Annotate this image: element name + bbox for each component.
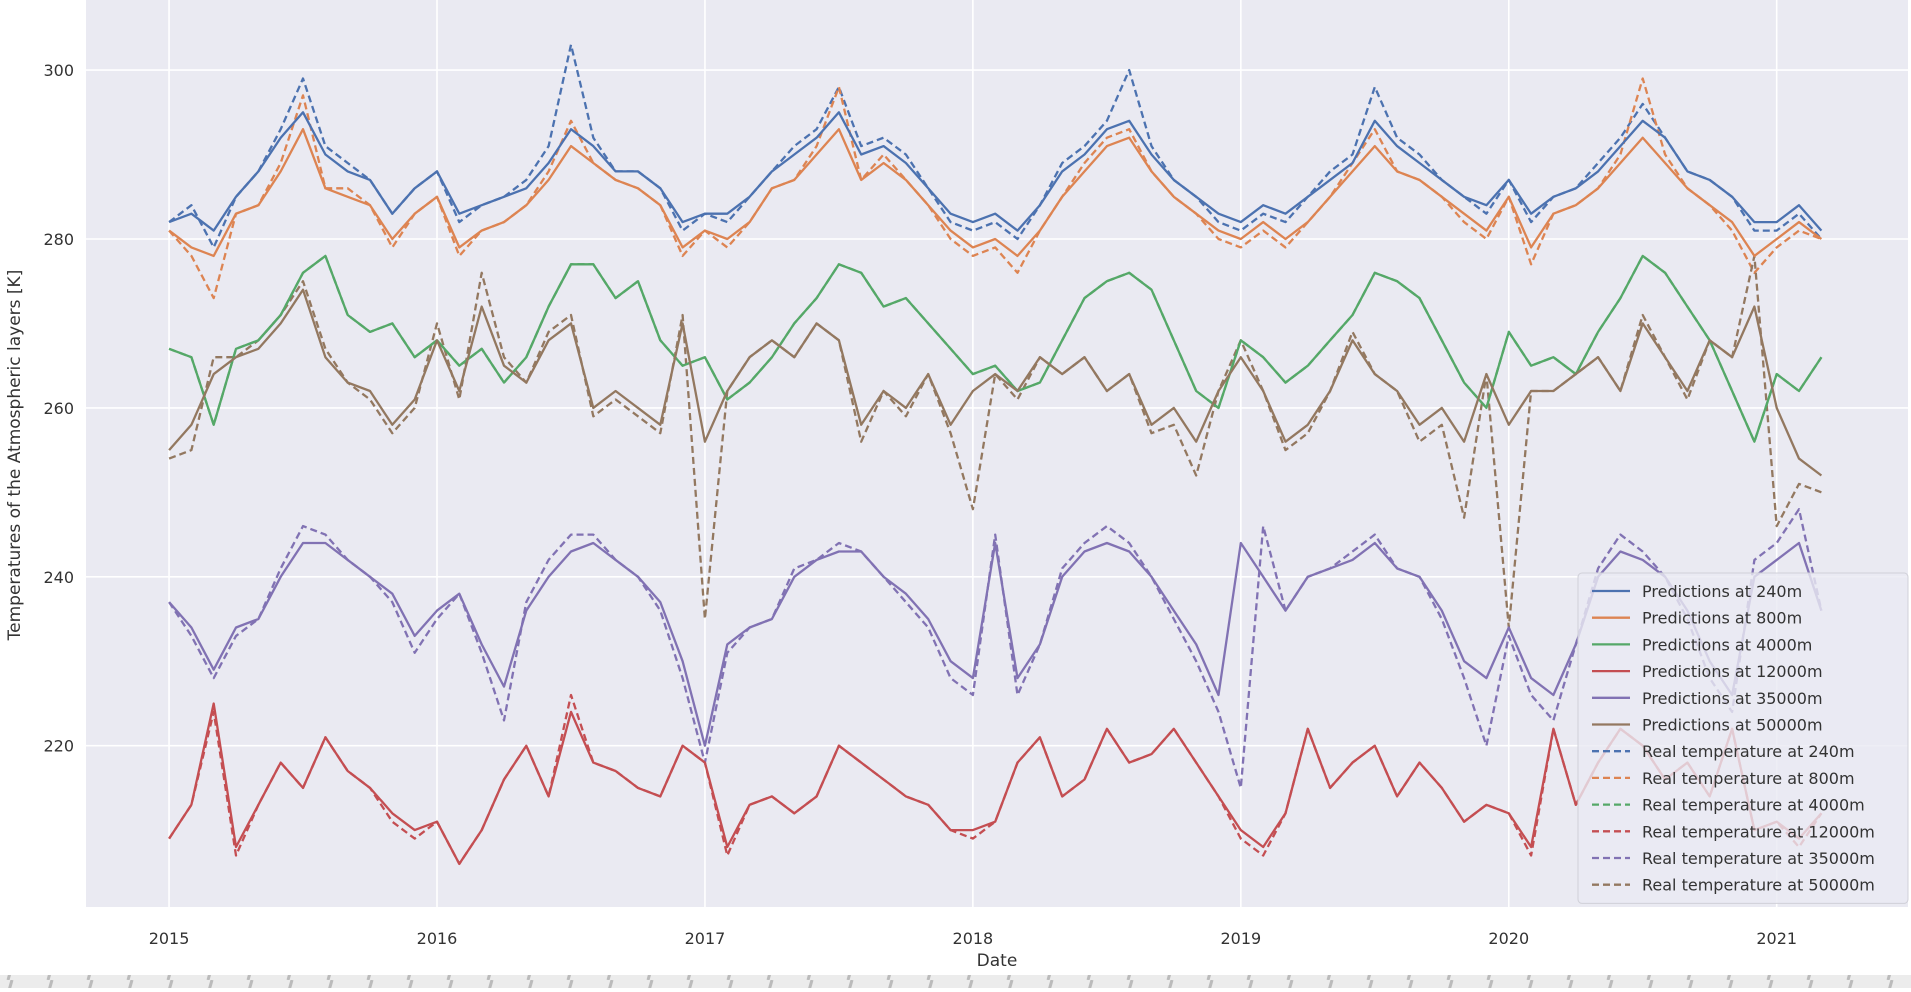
x-tick-label: 2016 (417, 929, 458, 948)
legend-entry: Real temperature at 35000m (1642, 849, 1875, 868)
y-tick-label: 220 (43, 737, 74, 756)
legend-entry: Predictions at 12000m (1642, 662, 1823, 681)
legend-entry: Real temperature at 12000m (1642, 822, 1875, 841)
legend-entry: Predictions at 4000m (1642, 635, 1812, 654)
y-tick-labels: 220 240 260 280 300 (43, 61, 74, 756)
x-tick-label: 2018 (953, 929, 994, 948)
legend-entry: Real temperature at 240m (1642, 742, 1855, 761)
series-line-predictions-at-800m (168, 128, 1823, 258)
legend-entry: Predictions at 35000m (1642, 689, 1823, 708)
x-tick-label: 2017 (685, 929, 726, 948)
x-tick-label: 2021 (1756, 929, 1797, 948)
y-tick-label: 280 (43, 230, 74, 249)
legend-box (1577, 572, 1909, 904)
series-line-real-temperature-at-240m (168, 43, 1823, 249)
y-tick-label: 260 (43, 399, 74, 418)
y-tick-label: 240 (43, 568, 74, 587)
legend-entry: Real temperature at 50000m (1642, 876, 1875, 895)
legend-entry: Real temperature at 800m (1642, 769, 1855, 788)
y-tick-label: 300 (43, 61, 74, 80)
series-line-predictions-at-50000m (168, 288, 1823, 477)
series-line-predictions-at-12000m (168, 702, 1823, 866)
x-tick-label: 2020 (1488, 929, 1529, 948)
legend-entry: Real temperature at 4000m (1642, 796, 1865, 815)
legend-entry: Predictions at 240m (1642, 582, 1802, 601)
series-line-predictions-at-4000m (168, 254, 1823, 443)
x-tick-labels: 2015 2016 2017 2018 2019 2020 2021 (149, 929, 1797, 948)
legend: Predictions at 240m Predictions at 800m Pr… (1577, 572, 1909, 904)
x-tick-label: 2019 (1220, 929, 1261, 948)
series-line-predictions-at-240m (168, 111, 1823, 232)
y-axis-label: Temperatures of the Atmospheric layers [… (5, 270, 25, 642)
bottom-strip (0, 975, 1911, 988)
series-lines (168, 43, 1823, 866)
legend-entry: Predictions at 50000m (1642, 716, 1823, 735)
x-axis-label: Date (977, 951, 1018, 971)
series-line-predictions-at-35000m (168, 541, 1823, 747)
legend-entry: Predictions at 800m (1642, 609, 1802, 628)
x-tick-label: 2015 (149, 929, 190, 948)
series-line-real-temperature-at-35000m (168, 508, 1823, 790)
